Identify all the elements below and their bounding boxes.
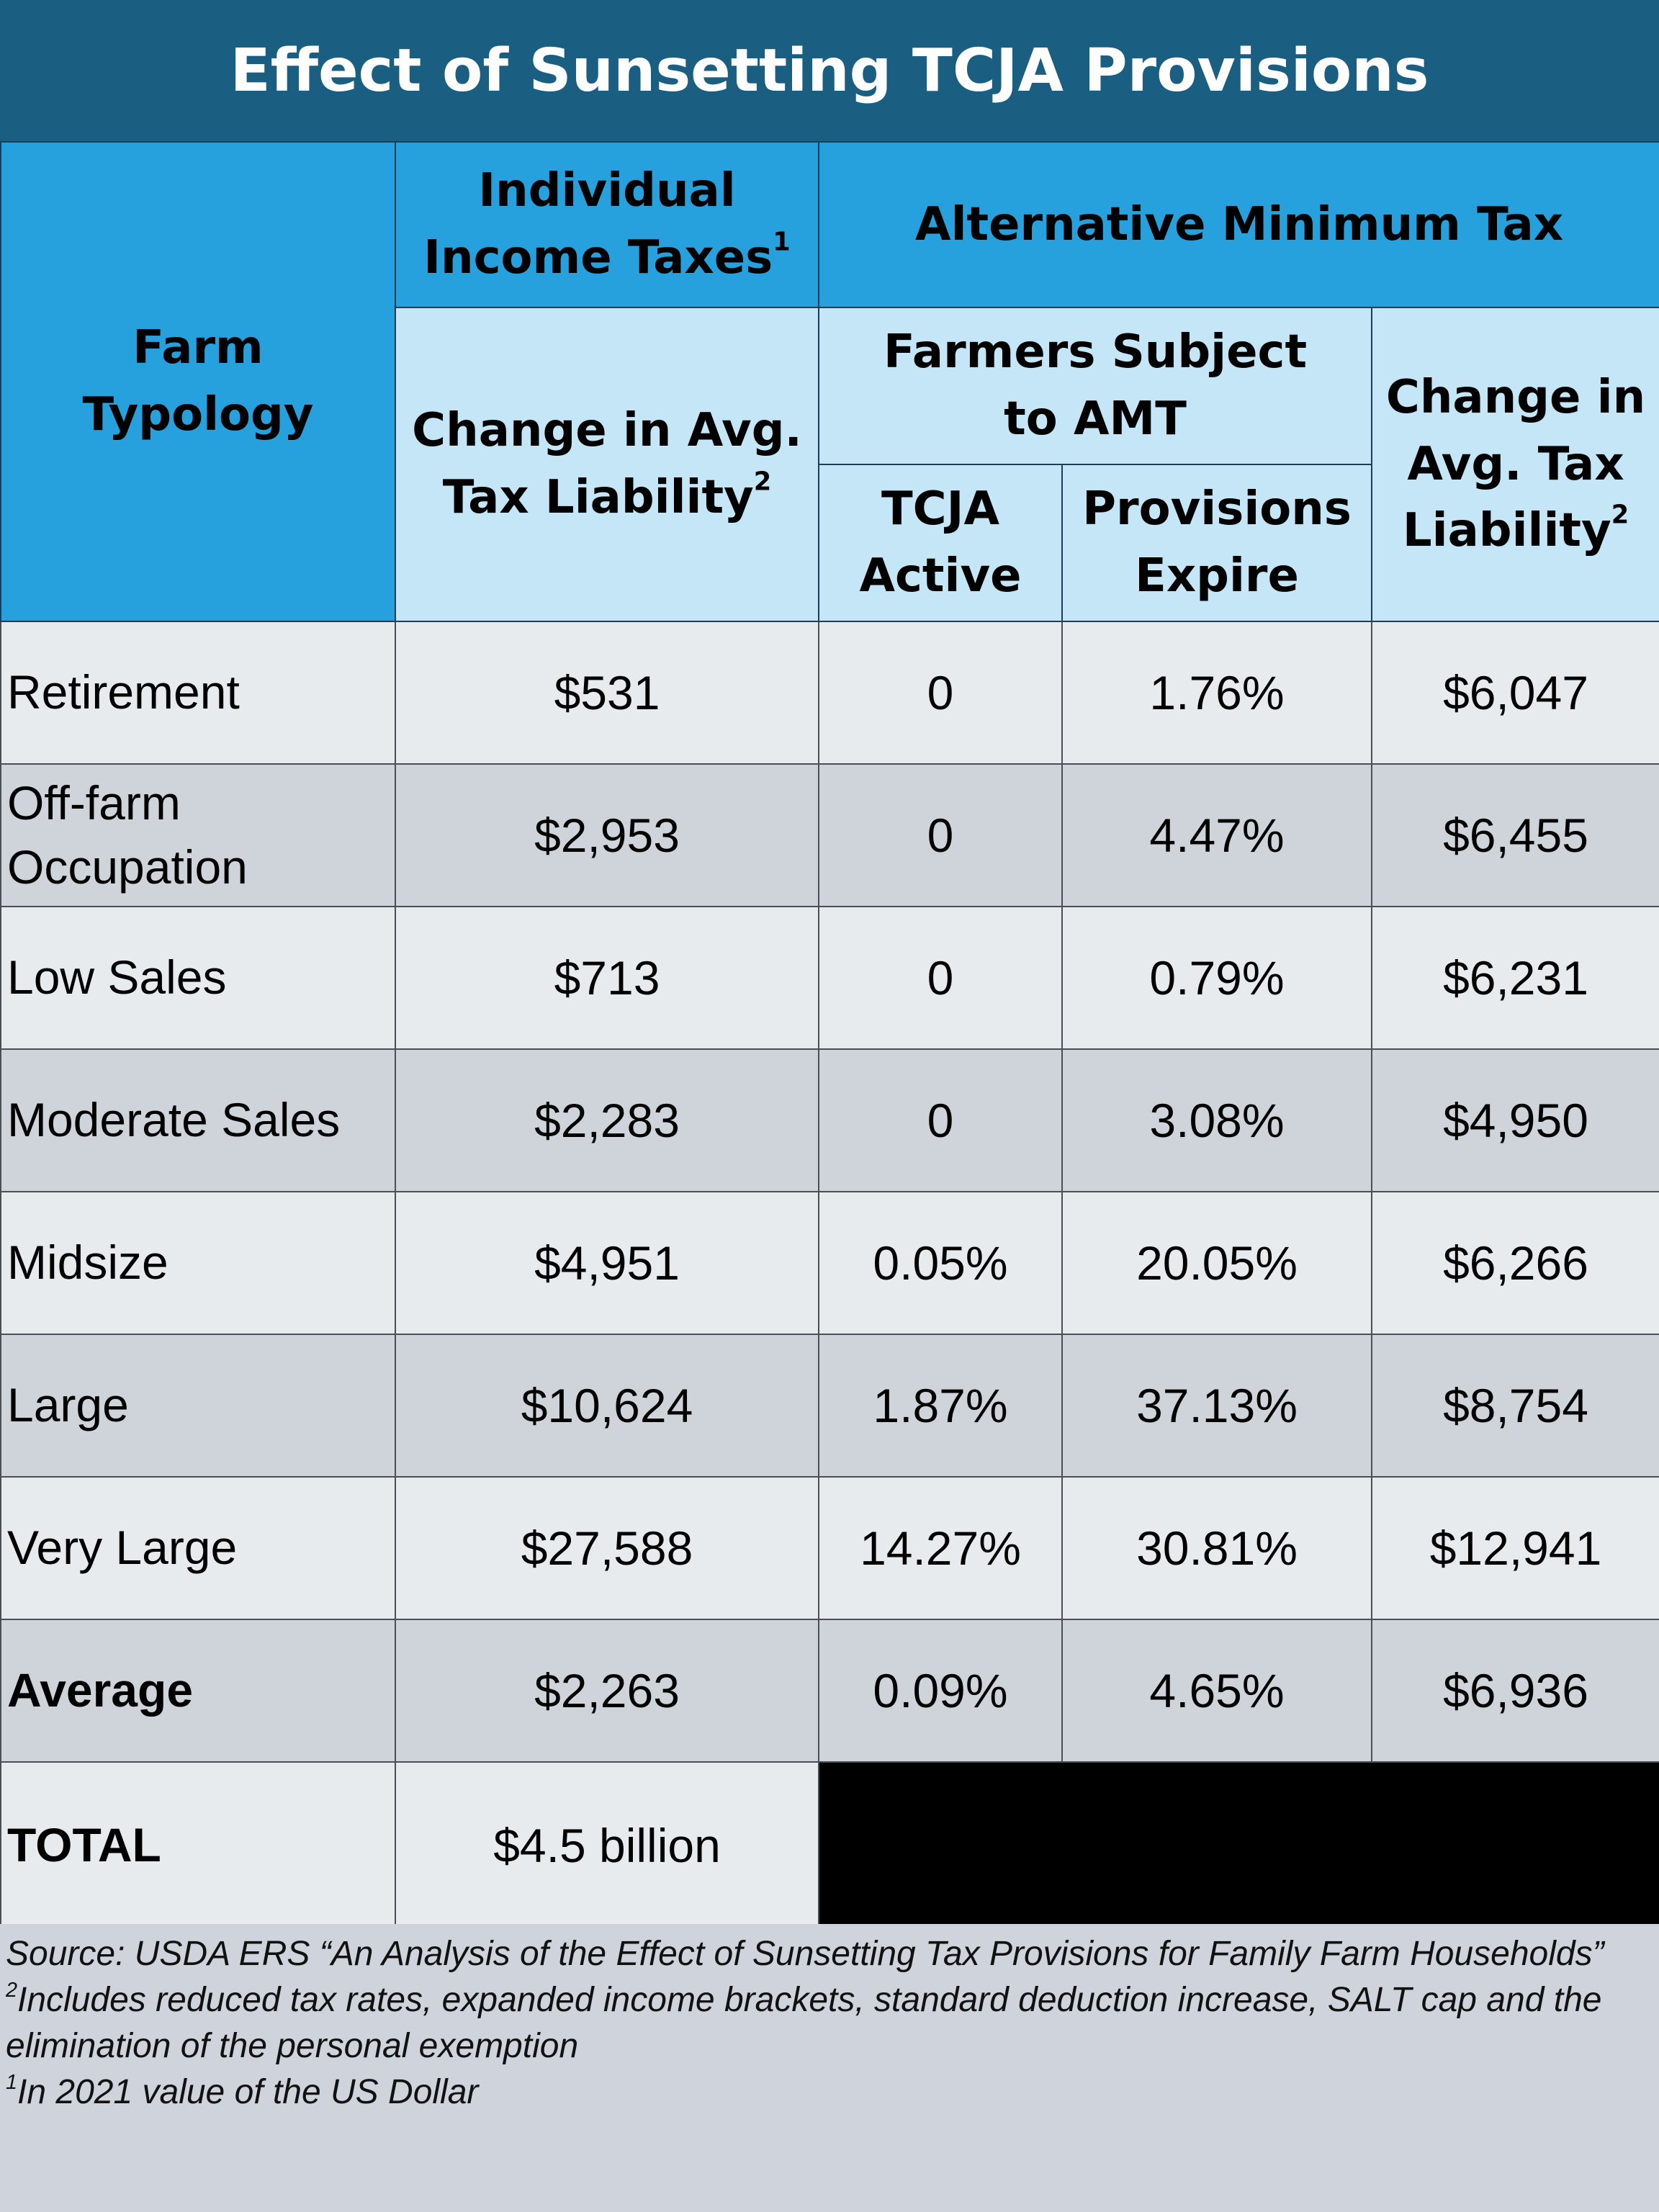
blank-black-cell [817, 1761, 1659, 1930]
row-income-change: $531 [395, 621, 819, 765]
row-income-change: $27,588 [395, 1476, 819, 1620]
row-amt-change: $6,047 [1370, 621, 1659, 765]
row-typology: Off-farm Occupation [0, 763, 396, 907]
row-income-change: $10,624 [395, 1334, 819, 1478]
row-income-change: $4,951 [395, 1191, 819, 1335]
row-income-change: $2,283 [395, 1048, 819, 1192]
table-row: Very Large $27,588 14.27% 30.81% $12,941 [0, 1476, 1659, 1620]
header-change-avg-tax-liability: Change in Avg. Tax Liability2 [395, 307, 819, 622]
table-row: Retirement $531 0 1.76% $6,047 [0, 621, 1659, 765]
row-provisions-expire: 3.08% [1061, 1048, 1372, 1192]
row-provisions-expire: 4.65% [1061, 1619, 1372, 1763]
header-tcja-active: TCJA Active [818, 464, 1063, 622]
row-tcja-active: 0 [818, 621, 1063, 765]
row-provisions-expire: 0.79% [1061, 906, 1372, 1050]
header-farm-typology: Farm Typology [0, 141, 396, 622]
header-provisions-expire: Provisions Expire [1061, 464, 1372, 622]
row-tcja-active: 0.09% [818, 1619, 1063, 1763]
header-alternative-minimum-tax: Alternative Minimum Tax [817, 141, 1659, 308]
footnote-2: 2Includes reduced tax rates, expanded in… [6, 1978, 1602, 2065]
row-tcja-active: 0 [818, 906, 1063, 1050]
row-tcja-active: 14.27% [818, 1476, 1063, 1620]
row-provisions-expire: 1.76% [1061, 621, 1372, 765]
row-typology: Very Large [0, 1476, 396, 1620]
row-amt-change: $12,941 [1370, 1476, 1659, 1620]
row-tcja-active: 1.87% [818, 1334, 1063, 1478]
header-individual-income-taxes: Individual Income Taxes1 [395, 141, 819, 308]
table-row: Off-farm Occupation $2,953 0 4.47% $6,45… [0, 763, 1659, 907]
row-tcja-active: 0 [818, 1048, 1063, 1192]
row-typology: Large [0, 1334, 396, 1478]
row-amt-change: $6,936 [1370, 1619, 1659, 1763]
row-amt-change: $8,754 [1370, 1334, 1659, 1478]
row-provisions-expire: 4.47% [1061, 763, 1372, 907]
total-label: TOTAL [0, 1761, 396, 1930]
page-title: Effect of Sunsetting TCJA Provisions [0, 0, 1659, 141]
total-row: TOTAL $4.5 billion [0, 1761, 1659, 1930]
total-value: $4.5 billion [395, 1761, 819, 1930]
table-row: Low Sales $713 0 0.79% $6,231 [0, 906, 1659, 1050]
header-farmers-subject-to-amt: Farmers Subject to AMT [818, 307, 1372, 465]
source-note: Source: USDA ERS “An Analysis of the Eff… [6, 1935, 1604, 1973]
row-amt-change: $6,266 [1370, 1191, 1659, 1335]
table-row: Moderate Sales $2,283 0 3.08% $4,950 [0, 1048, 1659, 1192]
row-provisions-expire: 30.81% [1061, 1476, 1372, 1620]
row-amt-change: $6,455 [1370, 763, 1659, 907]
table-row: Large $10,624 1.87% 37.13% $8,754 [0, 1334, 1659, 1478]
row-typology: Moderate Sales [0, 1048, 396, 1192]
row-typology: Retirement [0, 621, 396, 765]
row-amt-change: $6,231 [1370, 906, 1659, 1050]
row-typology: Midsize [0, 1191, 396, 1335]
tcja-table: Farm Typology Individual Income Taxes1 A… [0, 141, 1659, 1930]
row-amt-change: $4,950 [1370, 1048, 1659, 1192]
row-typology: Low Sales [0, 906, 396, 1050]
row-typology: Average [0, 1619, 396, 1763]
footnote-1: 1In 2021 value of the US Dollar [6, 2070, 479, 2111]
row-tcja-active: 0.05% [818, 1191, 1063, 1335]
row-income-change: $2,953 [395, 763, 819, 907]
footnotes: Source: USDA ERS “An Analysis of the Eff… [0, 1924, 1659, 2212]
row-income-change: $713 [395, 906, 819, 1050]
table-row: Midsize $4,951 0.05% 20.05% $6,266 [0, 1191, 1659, 1335]
table-row: Average $2,263 0.09% 4.65% $6,936 [0, 1619, 1659, 1763]
row-provisions-expire: 37.13% [1061, 1334, 1372, 1478]
row-provisions-expire: 20.05% [1061, 1191, 1372, 1335]
row-income-change: $2,263 [395, 1619, 819, 1763]
header-amt-change-avg-tax-liability: Change in Avg. Tax Liability2 [1370, 307, 1659, 622]
row-tcja-active: 0 [818, 763, 1063, 907]
